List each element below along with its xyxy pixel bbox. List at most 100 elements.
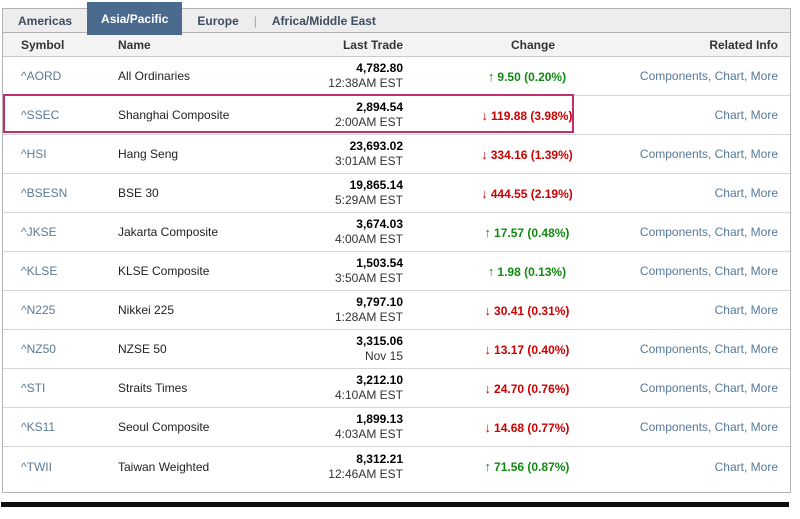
symbol-link[interactable]: ^JKSE [21, 225, 57, 239]
related-link-components[interactable]: Components [639, 420, 708, 434]
last-trade-value: 4,782.80 [356, 61, 403, 75]
related-link-more[interactable]: More [750, 147, 778, 161]
last-trade-value: 1,899.13 [356, 412, 403, 426]
change-value: 9.50 (0.20%) [497, 69, 567, 84]
last-trade-cell: 3,315.06 Nov 15 [303, 334, 405, 364]
change-cell: ↓ 14.68 (0.77%) [405, 420, 615, 435]
index-name: Seoul Composite [118, 420, 210, 434]
related-link-chart[interactable]: Chart [714, 186, 744, 200]
last-trade-cell: 9,797.10 1:28AM EST [303, 295, 405, 325]
last-trade-time: 1:28AM EST [334, 310, 403, 324]
tab-africa-middle-east[interactable]: Africa/Middle East [271, 13, 376, 28]
symbol-link[interactable]: ^KLSE [21, 264, 58, 278]
tab-americas[interactable]: Americas [18, 13, 73, 28]
related-link-chart[interactable]: Chart [714, 69, 744, 83]
header-related-info: Related Info [709, 37, 778, 52]
table-body: ^AORD All Ordinaries 4,782.80 12:38AM EST ↑ 9… [3, 57, 790, 486]
related-link-more[interactable]: More [750, 264, 778, 278]
related-info-cell: Components, Chart, More [615, 69, 790, 83]
related-link-chart[interactable]: Chart [714, 420, 744, 434]
change-cell: ↑ 9.50 (0.20%) [405, 69, 615, 84]
last-trade-cell: 23,693.02 3:01AM EST [303, 139, 405, 169]
related-link-more[interactable]: More [750, 225, 778, 239]
related-info-cell: Chart, More [615, 460, 790, 474]
related-link-chart[interactable]: Chart [714, 147, 744, 161]
related-link-more[interactable]: More [750, 69, 778, 83]
symbol-link[interactable]: ^STI [21, 381, 46, 395]
tab-asia-pacific[interactable]: Asia/Pacific [87, 2, 183, 35]
related-link-components[interactable]: Components [639, 381, 708, 395]
last-trade-cell: 3,212.10 4:10AM EST [303, 373, 405, 403]
related-info-cell: Components, Chart, More [615, 147, 790, 161]
symbol-cell: ^KS11 [3, 420, 118, 434]
related-link-chart[interactable]: Chart [714, 342, 744, 356]
related-link-chart[interactable]: Chart [714, 459, 744, 474]
up-arrow-icon: ↑ [484, 224, 492, 240]
last-trade-value: 1,503.54 [356, 256, 403, 270]
change-cell: ↑ 1.98 (0.13%) [405, 264, 615, 279]
related-link-separator: , [707, 225, 715, 239]
last-trade-value: 3,212.10 [356, 373, 403, 387]
related-info-cell: Chart, More [615, 303, 790, 317]
last-trade-cell: 19,865.14 5:29AM EST [303, 178, 405, 208]
last-trade-value: 8,312.21 [356, 451, 403, 466]
up-arrow-icon: ↑ [487, 68, 495, 84]
symbol-link[interactable]: ^HSI [21, 147, 47, 161]
table-row: ^KLSE KLSE Composite 1,503.54 3:50AM EST ↑ 1.… [3, 252, 790, 291]
symbol-link[interactable]: ^TWII [21, 459, 52, 474]
world-indices-panel: Americas Asia/Pacific Europe | Africa/Mi… [1, 2, 791, 507]
related-link-chart[interactable]: Chart [714, 381, 744, 395]
table-row: ^STI Straits Times 3,212.10 4:10AM EST ↓ 24.7… [3, 369, 790, 408]
related-link-chart[interactable]: Chart [714, 264, 744, 278]
related-link-more[interactable]: More [750, 459, 778, 474]
last-trade-time: 5:29AM EST [334, 193, 403, 207]
header-symbol: Symbol [21, 37, 65, 52]
up-arrow-icon: ↑ [487, 263, 495, 279]
last-trade-value: 2,894.54 [356, 100, 403, 114]
related-link-more[interactable]: More [750, 381, 778, 395]
symbol-link[interactable]: ^SSEC [21, 108, 60, 122]
related-link-components[interactable]: Components [639, 225, 708, 239]
last-trade-time: 4:10AM EST [334, 388, 403, 402]
related-link-separator: , [743, 342, 751, 356]
related-link-more[interactable]: More [750, 420, 778, 434]
related-link-more[interactable]: More [750, 108, 778, 122]
related-link-more[interactable]: More [750, 303, 778, 317]
symbol-link[interactable]: ^NZ50 [21, 342, 56, 356]
last-trade-cell: 1,503.54 3:50AM EST [303, 256, 405, 286]
symbol-link[interactable]: ^KS11 [21, 420, 56, 434]
change-cell: ↑ 17.57 (0.48%) [405, 225, 615, 240]
related-info-cell: Components, Chart, More [615, 225, 790, 239]
related-link-components[interactable]: Components [639, 264, 708, 278]
tab-europe[interactable]: Europe [197, 13, 239, 28]
symbol-cell: ^SSEC [3, 108, 118, 122]
related-link-chart[interactable]: Chart [714, 108, 744, 122]
change-value: 119.88 (3.98%) [491, 108, 573, 123]
header-change: Change [510, 37, 555, 52]
index-name: Taiwan Weighted [118, 459, 210, 474]
change-value: 1.98 (0.13%) [497, 264, 567, 279]
indices-table: Symbol Name Last Trade Change Related In… [2, 33, 791, 493]
related-link-chart[interactable]: Chart [714, 225, 744, 239]
related-link-more[interactable]: More [750, 186, 778, 200]
symbol-link[interactable]: ^N225 [21, 303, 56, 317]
symbol-cell: ^TWII [3, 460, 118, 474]
change-cell: ↓ 24.70 (0.76%) [405, 381, 615, 396]
tab-separator: | [253, 13, 257, 28]
related-info-cell: Components, Chart, More [615, 264, 790, 278]
down-arrow-icon: ↓ [484, 380, 492, 396]
symbol-link[interactable]: ^AORD [21, 69, 62, 83]
related-link-separator: , [743, 186, 751, 200]
related-link-more[interactable]: More [750, 342, 778, 356]
related-link-components[interactable]: Components [639, 69, 708, 83]
change-cell: ↓ 30.41 (0.31%) [405, 303, 615, 318]
related-link-separator: , [743, 147, 751, 161]
related-link-components[interactable]: Components [639, 342, 708, 356]
header-last-trade: Last Trade [342, 37, 403, 52]
change-cell: ↑ 71.56 (0.87%) [405, 459, 615, 474]
related-link-components[interactable]: Components [639, 147, 708, 161]
symbol-link[interactable]: ^BSESN [21, 186, 68, 200]
index-name: BSE 30 [118, 186, 159, 200]
last-trade-time: 4:00AM EST [334, 232, 403, 246]
related-link-chart[interactable]: Chart [714, 303, 744, 317]
